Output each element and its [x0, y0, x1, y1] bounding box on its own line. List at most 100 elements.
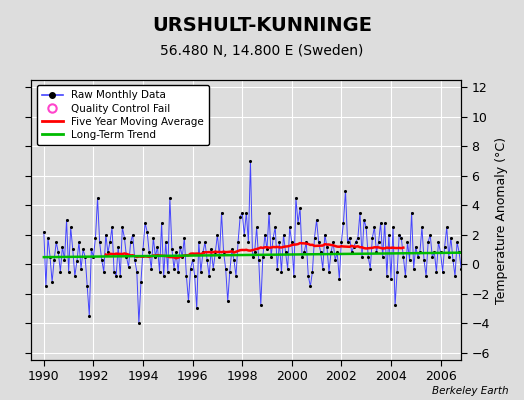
Point [42, 283, 50, 290]
Point [93, 195, 102, 201]
Point [54, 249, 62, 256]
Point [283, 266, 292, 272]
Point [432, 268, 441, 275]
Point [234, 239, 242, 245]
Point [395, 232, 403, 238]
Point [453, 239, 461, 245]
Point [180, 234, 189, 241]
Point [406, 256, 414, 263]
Point [399, 254, 408, 260]
Point [224, 298, 232, 304]
Y-axis label: Temperature Anomaly (°C): Temperature Anomaly (°C) [496, 136, 508, 304]
Point [296, 205, 304, 212]
Point [184, 298, 193, 304]
Point [154, 243, 162, 250]
Point [104, 249, 112, 256]
Point [226, 268, 234, 275]
Point [403, 239, 412, 245]
Point [323, 243, 331, 250]
Point [290, 273, 298, 279]
Point [325, 268, 333, 275]
Point [133, 268, 141, 275]
Point [151, 254, 160, 260]
Point [166, 195, 174, 201]
Point [312, 217, 321, 223]
Point [339, 220, 347, 226]
Point [246, 158, 255, 164]
Point [275, 239, 283, 245]
Point [352, 239, 360, 245]
Point [308, 268, 316, 275]
Point [128, 232, 137, 238]
Point [455, 249, 463, 256]
Point [385, 232, 393, 238]
Point [443, 224, 451, 230]
Point [441, 243, 449, 250]
Point [255, 256, 263, 263]
Point [97, 256, 106, 263]
Point [161, 239, 170, 245]
Point [120, 234, 128, 241]
Point [196, 268, 205, 275]
Point [230, 256, 238, 263]
Point [100, 268, 108, 275]
Point [118, 224, 126, 230]
Point [304, 273, 312, 279]
Point [79, 246, 88, 253]
Point [341, 187, 350, 194]
Legend: Raw Monthly Data, Quality Control Fail, Five Year Moving Average, Long-Term Tren: Raw Monthly Data, Quality Control Fail, … [37, 85, 209, 145]
Point [389, 224, 397, 230]
Point [232, 273, 240, 279]
Point [459, 243, 467, 250]
Point [191, 273, 199, 279]
Point [157, 220, 166, 226]
Point [279, 232, 288, 238]
Point [149, 234, 158, 241]
Point [408, 210, 416, 216]
Point [333, 249, 342, 256]
Point [75, 239, 83, 245]
Point [87, 246, 95, 253]
Point [380, 220, 389, 226]
Point [170, 266, 178, 272]
Point [64, 268, 73, 275]
Point [122, 254, 130, 260]
Point [354, 234, 362, 241]
Point [273, 266, 281, 272]
Point [62, 217, 71, 223]
Point [52, 239, 60, 245]
Point [102, 232, 110, 238]
Point [418, 224, 426, 230]
Point [424, 239, 432, 245]
Point [56, 268, 64, 275]
Point [227, 246, 236, 253]
Point [116, 273, 125, 279]
Point [71, 273, 79, 279]
Point [48, 279, 56, 285]
Point [329, 239, 337, 245]
Point [350, 243, 358, 250]
Point [238, 210, 246, 216]
Point [259, 254, 267, 260]
Point [356, 210, 364, 216]
Point [106, 239, 114, 245]
Point [242, 210, 250, 216]
Point [265, 210, 273, 216]
Point [376, 220, 385, 226]
Point [159, 273, 168, 279]
Point [213, 232, 222, 238]
Point [192, 305, 201, 312]
Point [426, 232, 434, 238]
Point [327, 249, 335, 256]
Point [189, 256, 197, 263]
Point [451, 273, 459, 279]
Point [50, 256, 58, 263]
Point [358, 254, 366, 260]
Point [378, 254, 387, 260]
Point [331, 256, 340, 263]
Text: 56.480 N, 14.800 E (Sweden): 56.480 N, 14.800 E (Sweden) [160, 44, 364, 58]
Point [444, 254, 453, 260]
Point [135, 320, 143, 326]
Point [220, 249, 228, 256]
Text: Berkeley Earth: Berkeley Earth [432, 386, 508, 396]
